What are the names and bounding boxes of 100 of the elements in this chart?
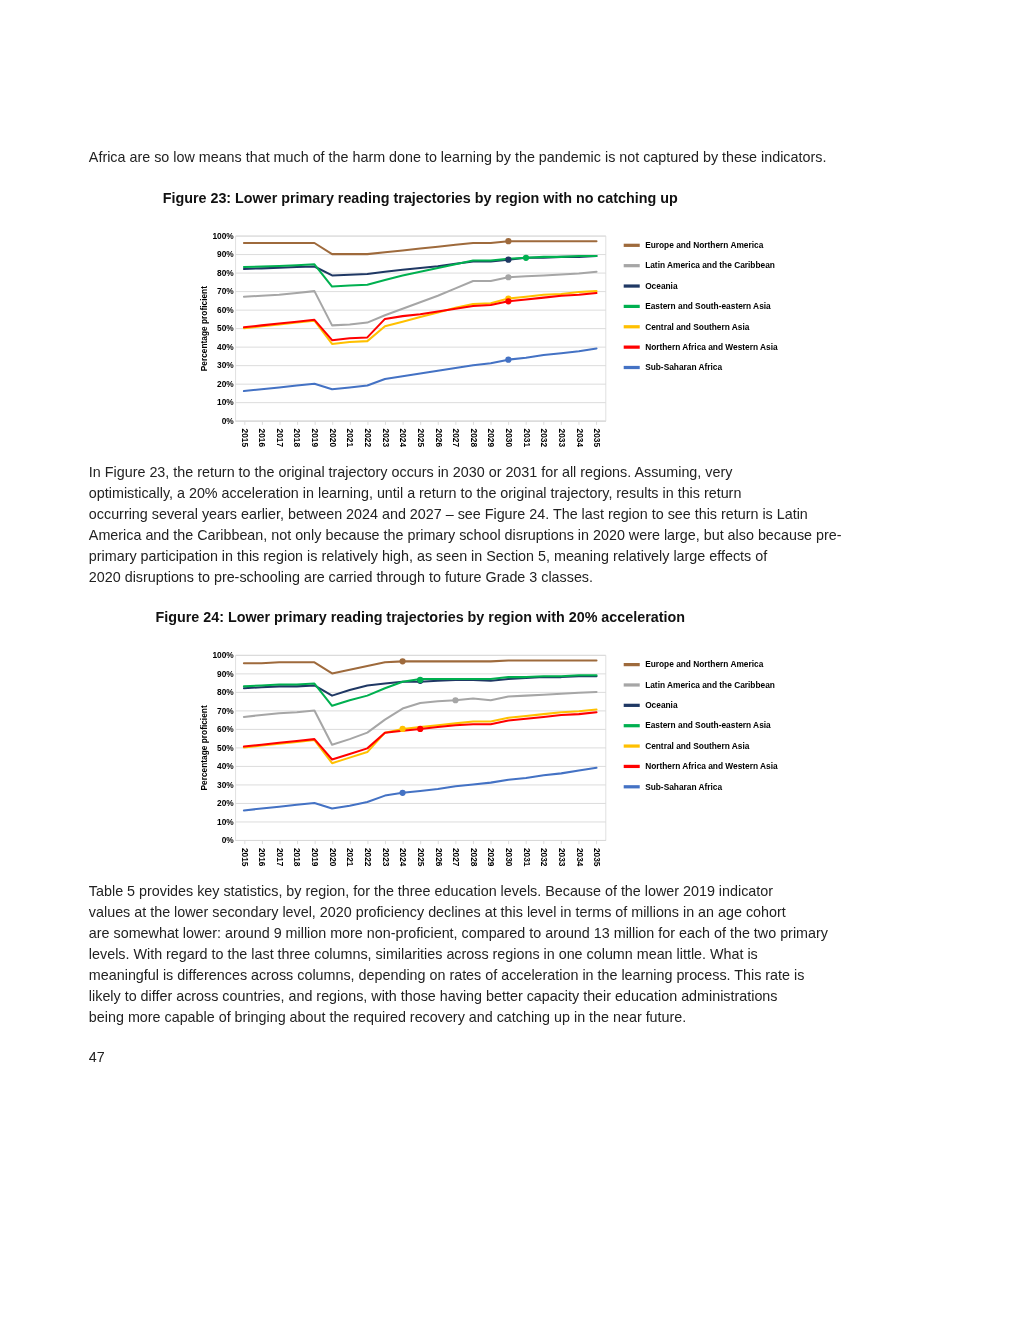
x-tick-label: 2034 [574, 428, 585, 448]
text: 47 [88, 1049, 105, 1066]
y-tick-label: 70% [217, 705, 235, 716]
legend-label: Oceania [645, 280, 678, 291]
x-tick-label: 2024 [398, 847, 409, 867]
y-tick-label: 60% [217, 304, 235, 315]
line-series [242, 659, 598, 675]
x-tick-label: 2023 [380, 847, 391, 867]
y-tick-label: 20% [217, 798, 235, 809]
legend-label: Eastern and South-eastern Asia [645, 720, 772, 731]
point [399, 658, 406, 665]
y-tick-label: 40% [217, 761, 235, 772]
chart-title: Figure 24: Lower primary reading trajectories by region with 20% acceleration [155, 609, 685, 626]
chart-title: Figure 23: Lower primary reading trajectories by region with no catching up [162, 189, 679, 206]
y-tick-label: 100% [212, 230, 235, 241]
legend-label: Northern Africa and Western Asia [645, 341, 779, 352]
y-tick-label: 20% [217, 378, 235, 389]
line-series [242, 254, 598, 288]
y-tick-label: 80% [217, 267, 235, 278]
x-tick-label: 2021 [345, 428, 356, 448]
y-axis-title: Percentage proficient [198, 705, 209, 791]
x-tick-label: 2017 [274, 428, 285, 448]
y-tick-label: 40% [217, 341, 235, 352]
y-tick-label: 30% [217, 360, 235, 371]
point [505, 256, 512, 263]
x-tick-label: 2026 [433, 428, 444, 448]
y-tick-label: 90% [217, 249, 235, 260]
x-tick-label: 2035 [592, 847, 603, 867]
line-series [242, 270, 598, 327]
point [452, 697, 459, 704]
x-tick-label: 2018 [292, 847, 303, 867]
legend-label: Central and Southern Asia [645, 321, 750, 332]
legend-label: Northern Africa and Western Asia [645, 761, 779, 772]
x-tick-label: 2027 [451, 428, 462, 448]
x-tick-label: 2027 [451, 847, 462, 867]
y-tick-label: 100% [212, 650, 235, 661]
line-series [242, 766, 598, 812]
y-tick-label: 30% [217, 779, 235, 790]
point [399, 789, 406, 796]
point [399, 725, 406, 733]
x-tick-label: 2031 [521, 847, 532, 867]
point [417, 725, 424, 733]
x-tick-label: 2026 [433, 847, 444, 867]
x-tick-label: 2019 [310, 428, 321, 448]
legend-label: Europe and Northern America [645, 659, 764, 670]
caption: Table 5 provides key statistics, by region, for the three education levels. Because of the lower 2019 indicator values at the lower secondary level, 2020 proficiency declines at this level in terms of millions in an age cohort are somewhat lower: around 9 million more non-proficient, compared to around 13 million for each of the two primary levels. With regard to the last three columns, similarities across regions in one column mean little. What is meaningful is differences across columns, depending on rates of acceleration in the learning process. This rate is likely to differ across countries, and regions, with those having better capacity their education administrations being more capable of bringing about the required recovery and catching up in the near future. [88, 883, 829, 1025]
line-series [242, 690, 598, 746]
x-tick-label: 2016 [257, 847, 268, 867]
point [522, 254, 530, 261]
x-tick-label: 2028 [468, 428, 479, 448]
x-tick-label: 2022 [363, 428, 374, 448]
point [505, 356, 512, 363]
x-tick-label: 2025 [415, 428, 426, 448]
y-axis-title: Percentage proficient [198, 285, 209, 372]
legend-label: Europe and Northern America [645, 240, 764, 251]
x-tick-label: 2023 [380, 428, 391, 448]
x-tick-label: 2029 [486, 428, 497, 448]
x-tick-label: 2028 [468, 847, 479, 867]
y-tick-label: 50% [217, 742, 235, 753]
y-tick-label: 90% [217, 668, 235, 679]
line-series [242, 674, 598, 707]
x-tick-label: 2015 [239, 847, 250, 867]
x-tick-label: 2030 [504, 847, 515, 867]
y-tick-label: 0% [221, 835, 235, 846]
x-tick-label: 2015 [239, 428, 250, 448]
x-tick-label: 2032 [539, 428, 550, 448]
legend-label: Eastern and South-eastern Asia [645, 301, 772, 312]
text: In Figure 23, the return to the original trajectory occurs in 2030 or 2031 for all regions. Assuming, very optimistically, a 20% acceleration in learning, until a return to the original trajectory, results in this return occurring several years earlier, between 2024 and 2027 – see Figure 24. The last region to see this return is Latin America and the Caribbean, not only because the primary school disruptions in 2020 were large, but also because pre-primary participation in this region is relatively high, as seen in Section 5, meaning relatively large effects of 2020 disruptions to pre-schooling are carried through to future Grade 3 classes. [88, 464, 842, 585]
x-tick-label: 2025 [415, 847, 426, 867]
y-tick-label: 70% [217, 286, 235, 297]
x-tick-label: 2020 [327, 847, 338, 867]
x-tick-label: 2020 [327, 428, 338, 448]
text: Africa are so low means that much of the harm done to learning by the pandemic is not captured by these indicators. [88, 149, 827, 166]
x-tick-label: 2018 [292, 428, 303, 448]
x-tick-label: 2016 [257, 428, 268, 448]
x-tick-label: 2030 [504, 428, 515, 448]
y-tick-label: 10% [217, 816, 235, 827]
x-tick-label: 2033 [556, 428, 567, 448]
point [505, 238, 512, 245]
line-series [242, 347, 598, 393]
point [505, 274, 512, 281]
x-tick-label: 2032 [539, 847, 550, 867]
y-tick-label: 80% [217, 687, 235, 698]
x-tick-label: 2019 [310, 847, 321, 867]
x-tick-label: 2031 [521, 428, 532, 448]
x-tick-label: 2029 [486, 847, 497, 867]
y-tick-label: 50% [217, 323, 235, 334]
y-tick-label: 10% [217, 397, 235, 408]
legend-label: Sub-Saharan Africa [645, 781, 723, 792]
x-tick-label: 2034 [574, 847, 585, 867]
x-tick-label: 2021 [345, 847, 356, 867]
legend-label: Latin America and the Caribbean [645, 679, 775, 690]
x-tick-label: 2017 [274, 847, 285, 867]
x-tick-label: 2024 [398, 428, 409, 448]
y-tick-label: 60% [217, 724, 235, 735]
legend-label: Latin America and the Caribbean [645, 260, 775, 271]
line-series [242, 675, 598, 697]
x-tick-label: 2033 [556, 847, 567, 867]
x-tick-label: 2022 [363, 847, 374, 867]
line-series [242, 240, 598, 256]
